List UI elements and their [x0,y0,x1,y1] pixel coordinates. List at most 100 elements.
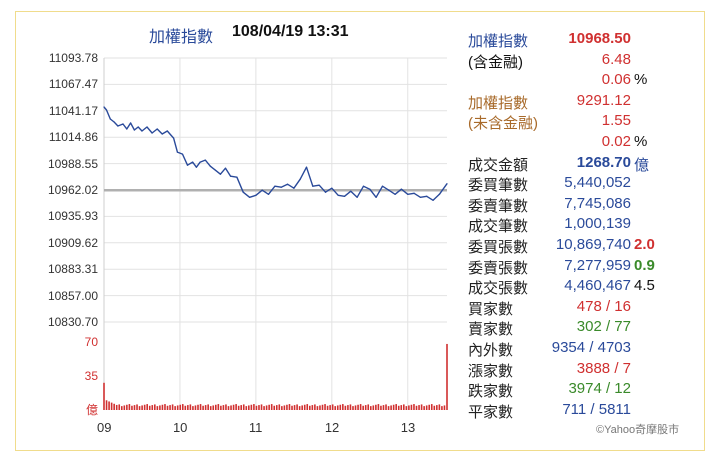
volume-bar-94 [342,404,344,410]
quote-row-16: 漲家數 3888 / 7 [468,360,688,380]
volume-bar-48 [225,404,227,410]
y-tick-label-0: 11093.78 [48,51,98,65]
volume-bar-86 [321,404,324,410]
y-tick-label-2: 11041.17 [48,103,98,118]
volume-bar-126 [423,406,425,410]
data-point-28 [229,175,232,177]
data-point-53 [388,189,390,191]
quote-value: 3888 / 7 [576,359,631,377]
quote-row-1: (含金融) 6.48 [468,51,688,71]
volume-bar-62 [260,404,263,410]
quote-value: 0.02 [601,133,631,150]
data-point-15 [166,130,168,132]
volume-bar-67 [273,405,276,410]
volume-bar-66 [270,404,273,410]
data-point-17 [176,151,179,153]
volume-tick-label-1: 35 [84,369,98,383]
volume-bar-127 [425,405,428,410]
data-point-2 [109,118,111,120]
data-point-34 [267,193,270,195]
data-point-62 [446,183,448,185]
quote-row-2: 0.06% [468,71,688,91]
quote-row-14: 賣家數 302 / 77 [468,318,688,338]
quote-row-5: 0.02% [468,133,688,153]
quote-value: 10,869,740 [555,236,631,253]
data-point-39 [299,178,301,180]
quote-label: 委賣張數 [468,259,529,277]
volume-bar-38 [199,404,202,410]
volume-bar-17 [146,404,148,410]
volume-tick-label-0: 70 [84,335,98,349]
volume-bar-19 [151,405,154,410]
volume-bar-14 [138,406,141,410]
data-point-1 [105,109,108,111]
volume-bar-65 [268,404,270,410]
data-point-22 [199,161,201,163]
quote-label: 平家數 [468,403,514,421]
volume-bar-82 [311,405,314,410]
data-point-7 [129,122,132,124]
data-point-56 [407,193,409,195]
volume-bar-27 [171,404,174,410]
quote-row-17: 跌家數 3974 / 12 [468,380,688,400]
data-point-5 [122,123,124,125]
volume-bar-7 [120,406,123,410]
y-tick-label-10: 10830.70 [47,315,98,329]
volume-bar-21 [156,406,159,410]
volume-bar-73 [288,404,291,410]
volume-bar-72 [286,404,288,410]
data-point-37 [286,183,289,185]
volume-bar-0 [103,382,105,410]
quote-label: 跌家數 [468,383,514,401]
volume-bar-46 [220,405,222,410]
data-point-20 [191,161,194,163]
volume-bar-13 [136,404,138,410]
volume-bar-134 [443,405,446,410]
volume-bar-57 [248,405,250,410]
volume-bar-51 [232,404,235,410]
volume-bar-110 [382,405,385,410]
data-point-48 [356,196,358,198]
data-point-61 [438,193,441,195]
quote-row-15: 內外數 9354 / 4703 [468,339,688,359]
source-credit: ©Yahoo奇摩股市 [596,424,680,436]
volume-bar-42 [209,406,212,410]
data-point-51 [375,196,377,198]
quote-extra: 0.9 [634,256,655,274]
data-point-52 [381,185,384,187]
volume-bar-74 [291,405,293,410]
quote-value: 7,745,086 [564,194,631,212]
data-point-6 [126,128,128,130]
quote-row-12: 成交張數 4,460,467 4.5 [468,277,688,297]
volume-bar-44 [214,404,217,410]
data-point-14 [161,133,163,135]
data-point-57 [413,192,415,194]
quote-value: 6.48 [601,50,631,68]
volume-bar-76 [296,404,298,410]
volume-bar-132 [438,404,441,410]
volume-bar-47 [222,405,225,410]
volume-bar-69 [278,404,281,410]
y-tick-label-4: 10988.55 [47,156,98,171]
quote-row-9: 成交筆數 1,000,139 [468,215,688,235]
data-point-45 [337,194,339,196]
data-point-40 [305,166,308,168]
data-point-49 [362,185,365,187]
volume-bar-111 [385,404,387,410]
volume-bar-120 [408,405,410,410]
quote-extra: % [634,133,648,150]
y-tick-label-9: 10857.00 [47,288,98,303]
series-line [103,106,448,202]
volume-bar-89 [329,405,331,410]
quote-value: 10968.50 [568,30,631,47]
volume-bar-68 [275,405,278,410]
quote-label: 加權指數 [468,94,529,112]
quote-label: (含金融) [468,53,523,71]
volume-bar-125 [420,404,423,410]
volume-bar-40 [204,405,207,410]
quote-label: 委買筆數 [468,177,529,195]
volume-bar-2 [108,401,110,410]
quote-extra: 2.0 [634,236,655,253]
quote-row-13: 買家數 478 / 16 [468,298,688,318]
